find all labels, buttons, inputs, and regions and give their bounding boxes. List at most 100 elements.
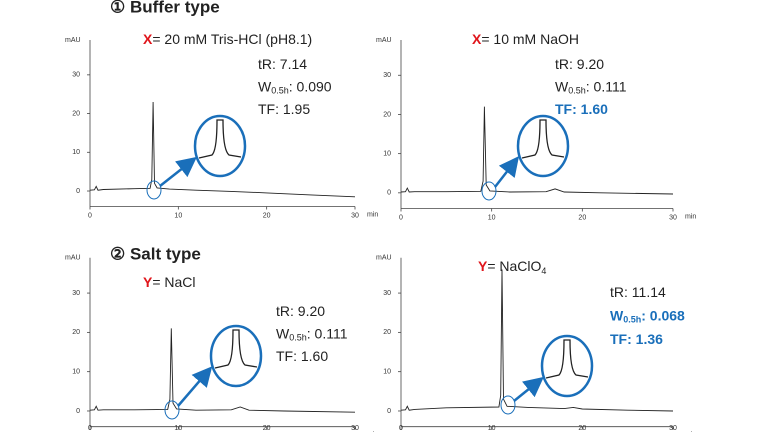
condition: = 20 mM Tris-HCl (pH8.1) [152, 31, 312, 47]
zoom-circle [209, 324, 263, 388]
stat-text: W [258, 78, 272, 94]
y-tick-label: 30 [383, 290, 391, 297]
stat-text: : 0.111 [586, 78, 627, 94]
x-tick-label: 0 [88, 425, 92, 432]
section-title: ① Buffer type [110, 0, 220, 16]
zoom-source [146, 180, 162, 200]
peak-stat: TF: 1.60 [276, 348, 328, 364]
stat-text: TF: 1.60 [276, 348, 328, 364]
x-tick-label: 20 [578, 425, 586, 432]
subtitle: Y= NaClO4 [478, 258, 546, 277]
y-tick-label: 0 [76, 408, 80, 415]
x-tick-label: 20 [263, 425, 271, 432]
zoom-source [500, 395, 516, 415]
zoom-circle [193, 114, 247, 178]
x-tick-label: 0 [88, 212, 92, 219]
stat-subscript: 0.5h [568, 86, 586, 96]
condition: = NaClO [487, 258, 541, 274]
peak-stat: TF: 1.36 [610, 331, 663, 347]
zoom-peak [214, 329, 258, 369]
y-tick-label: 30 [72, 72, 80, 79]
x-tick-label: 10 [174, 212, 182, 219]
variable-marker: X [472, 31, 482, 47]
chromatogram-trace [89, 101, 356, 198]
y-tick-label: 20 [383, 329, 391, 336]
subtitle: Y= NaCl [143, 274, 196, 290]
x-tick-label: 10 [488, 214, 496, 221]
y-tick-label: 30 [72, 290, 80, 297]
x-axis-label: min [685, 213, 696, 220]
zoom-peak [198, 119, 242, 159]
stat-text: TF: 1.36 [610, 331, 663, 347]
x-tick-label: 30 [669, 214, 677, 221]
stat-text: : 0.090 [289, 78, 332, 94]
x-tick-label: 30 [669, 425, 677, 432]
x-tick-label: 10 [488, 425, 496, 432]
y-axis-label: mAU [376, 255, 392, 262]
zoom-source [481, 181, 497, 201]
stat-text: tR: 9.20 [555, 56, 604, 72]
x-tick-label: 10 [174, 425, 182, 432]
stat-text: W [555, 78, 569, 94]
y-tick-label: 0 [387, 408, 391, 415]
y-axis-label: mAU [376, 37, 392, 44]
y-tick-label: 30 [383, 72, 391, 79]
x-tick-label: 20 [263, 212, 271, 219]
chromatogram-trace [400, 106, 674, 195]
y-tick-label: 0 [76, 188, 80, 195]
stat-text: W [276, 325, 290, 341]
x-tick-label: 30 [351, 212, 359, 219]
variable-marker: Y [478, 258, 488, 274]
y-tick-label: 10 [72, 369, 80, 376]
peak-stat: W0.5h: 0.111 [276, 325, 348, 343]
section-title: ② Salt type [110, 244, 201, 263]
zoom-arrow [513, 376, 544, 402]
stat-text: tR: 11.14 [610, 284, 666, 300]
subtitle: X= 10 mM NaOH [472, 31, 579, 47]
stat-subscript: 0.5h [289, 333, 307, 343]
zoom-arrow [494, 156, 520, 188]
peak-stat: tR: 11.14 [610, 284, 666, 300]
condition-subscript: 4 [541, 266, 546, 276]
zoom-peak [521, 119, 565, 159]
peak-stat: TF: 1.60 [555, 101, 608, 117]
stat-text: : 0.111 [307, 325, 348, 341]
stat-subscript: 0.5h [271, 86, 289, 96]
y-tick-label: 20 [72, 110, 80, 117]
x-tick-label: 20 [578, 214, 586, 221]
peak-stat: W0.5h: 0.068 [610, 307, 685, 325]
chromatogram-trace [400, 269, 674, 412]
peak-stat: tR: 9.20 [276, 303, 325, 319]
y-tick-label: 0 [387, 190, 391, 197]
stat-text: TF: 1.60 [555, 101, 608, 117]
y-axis-label: mAU [65, 255, 81, 262]
zoom-peak [545, 339, 589, 379]
y-tick-label: 20 [72, 329, 80, 336]
zoom-arrow [159, 156, 197, 187]
y-tick-label: 10 [72, 149, 80, 156]
stat-text: tR: 9.20 [276, 303, 325, 319]
variable-marker: Y [143, 274, 153, 290]
peak-stat: W0.5h: 0.111 [555, 78, 627, 96]
x-tick-label: 0 [399, 425, 403, 432]
condition: = 10 mM NaOH [481, 31, 579, 47]
y-axis-label: mAU [65, 37, 81, 44]
peak-stat: W0.5h: 0.090 [258, 78, 332, 96]
stat-text: tR: 7.14 [258, 56, 307, 72]
stat-subscript: 0.5h [623, 315, 641, 325]
zoom-circle [540, 334, 594, 398]
stat-text: TF: 1.95 [258, 101, 310, 117]
zoom-circle [516, 114, 570, 178]
peak-stat: tR: 7.14 [258, 56, 307, 72]
peak-stat: tR: 9.20 [555, 56, 604, 72]
chromatogram-trace [89, 328, 356, 413]
y-tick-label: 10 [383, 369, 391, 376]
zoom-source [164, 400, 180, 420]
stat-text: W [610, 307, 624, 323]
condition: = NaCl [152, 274, 195, 290]
subtitle: X= 20 mM Tris-HCl (pH8.1) [143, 31, 312, 47]
x-tick-label: 30 [351, 425, 359, 432]
zoom-arrow [177, 366, 213, 407]
